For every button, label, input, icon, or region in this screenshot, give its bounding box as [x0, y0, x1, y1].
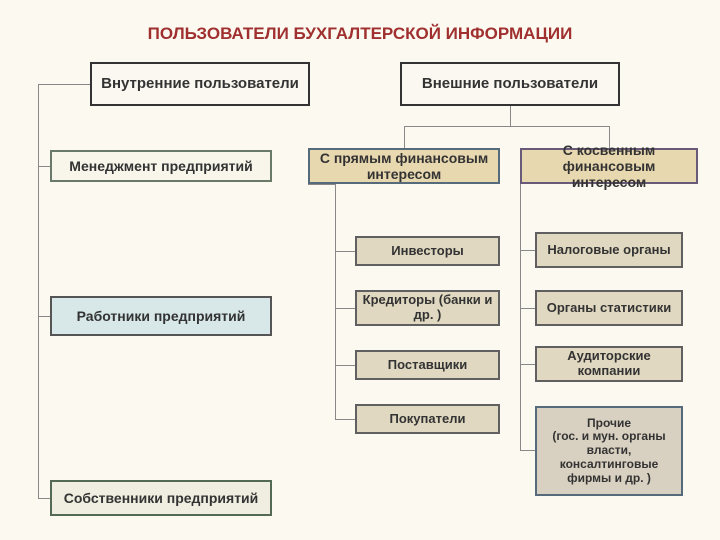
label: Покупатели	[390, 412, 466, 427]
label: Поставщики	[388, 358, 467, 373]
connector	[38, 84, 90, 85]
connector	[38, 166, 50, 167]
connector	[335, 419, 355, 420]
label: Внешние пользователи	[422, 75, 598, 92]
label: Кредиторы (банки и др. )	[361, 293, 494, 323]
label: С прямым финансовым интересом	[314, 150, 494, 182]
connector	[308, 184, 336, 185]
connector	[38, 498, 50, 499]
node-suppliers: Поставщики	[355, 350, 500, 380]
node-tax: Налоговые органы	[535, 232, 683, 268]
label: Инвесторы	[391, 244, 463, 259]
connector	[335, 251, 355, 252]
label: Налоговые органы	[547, 243, 670, 258]
node-buyers: Покупатели	[355, 404, 500, 434]
connector	[510, 106, 511, 126]
node-creditors: Кредиторы (банки и др. )	[355, 290, 500, 326]
connector	[335, 184, 336, 420]
connector	[520, 308, 535, 309]
connector	[335, 365, 355, 366]
connector	[38, 316, 50, 317]
connector	[520, 450, 535, 451]
label: Работники предприятий	[77, 308, 246, 324]
connector	[404, 126, 405, 148]
node-workers: Работники предприятий	[50, 296, 272, 336]
connector	[520, 184, 521, 450]
connector	[38, 84, 39, 498]
label: Аудиторские компании	[541, 349, 677, 379]
node-owners: Собственники предприятий	[50, 480, 272, 516]
node-indirect-interest: С косвенным финансовым интересом	[520, 148, 698, 184]
label: Собственники предприятий	[64, 490, 259, 506]
node-external-users: Внешние пользователи	[400, 62, 620, 106]
node-stats: Органы статистики	[535, 290, 683, 326]
connector	[404, 126, 609, 127]
label: Прочие (гос. и мун. органы власти, конса…	[541, 417, 677, 486]
node-other: Прочие (гос. и мун. органы власти, конса…	[535, 406, 683, 496]
diagram-title: ПОЛЬЗОВАТЕЛИ БУХГАЛТЕРСКОЙ ИНФОРМАЦИИ	[0, 24, 720, 44]
node-investors: Инвесторы	[355, 236, 500, 266]
label: Органы статистики	[547, 301, 672, 316]
label: Внутренние пользователи	[101, 75, 299, 92]
connector	[335, 308, 355, 309]
connector	[520, 250, 535, 251]
node-audit: Аудиторские компании	[535, 346, 683, 382]
node-management: Менеджмент предприятий	[50, 150, 272, 182]
connector	[520, 364, 535, 365]
label: Менеджмент предприятий	[69, 158, 252, 174]
node-internal-users: Внутренние пользователи	[90, 62, 310, 106]
node-direct-interest: С прямым финансовым интересом	[308, 148, 500, 184]
label: С косвенным финансовым интересом	[526, 142, 692, 190]
